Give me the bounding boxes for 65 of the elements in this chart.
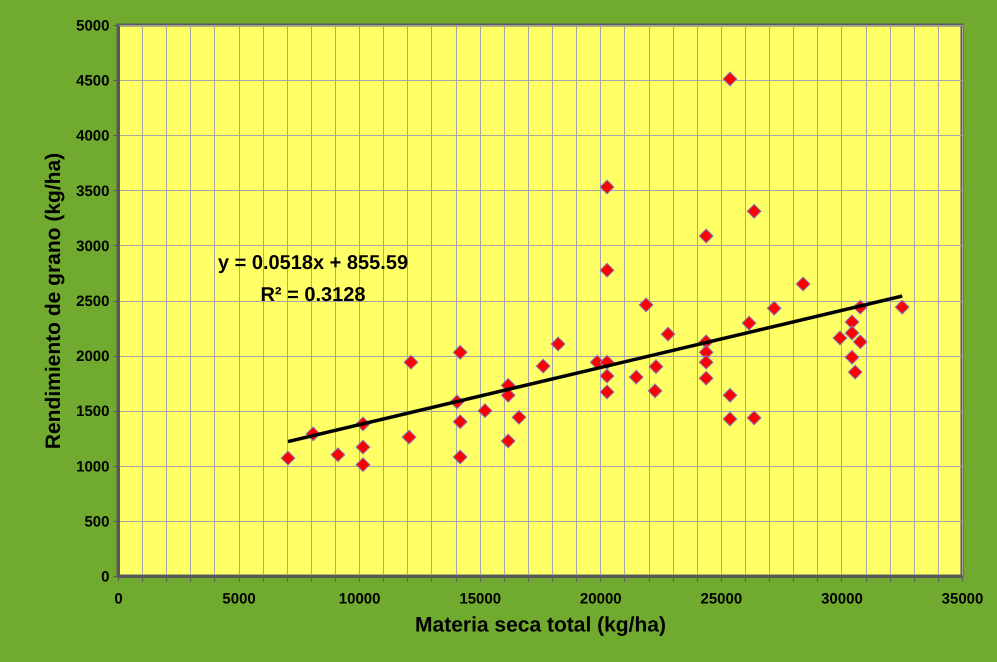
point	[452, 344, 468, 360]
point	[600, 384, 614, 400]
y-tick-label: 3000	[76, 238, 110, 255]
point	[330, 447, 346, 462]
point	[848, 364, 863, 380]
point	[452, 414, 468, 430]
point	[698, 228, 714, 244]
point	[844, 350, 860, 365]
point	[356, 440, 370, 454]
y-tick-label: 4000	[76, 128, 110, 145]
y-tick-label: 0	[101, 568, 110, 586]
point	[500, 388, 516, 403]
point	[280, 450, 296, 466]
y-tick-label: 1000	[76, 458, 110, 476]
point	[852, 334, 868, 350]
point	[628, 370, 644, 384]
point	[832, 330, 848, 346]
point	[600, 368, 614, 384]
y-tick-label: 2000	[76, 348, 110, 366]
point	[746, 204, 762, 219]
x-tick-label: 30000	[821, 590, 863, 608]
point	[796, 276, 810, 292]
point	[356, 457, 370, 472]
point	[500, 434, 516, 448]
x-tick-label: 5000	[222, 590, 256, 608]
point	[894, 300, 910, 315]
y-tick-label: 3500	[76, 182, 110, 200]
point	[844, 314, 860, 330]
point	[722, 72, 738, 86]
y-tick-label: 1500	[76, 403, 110, 420]
point	[600, 262, 614, 278]
y-tick-label: 4500	[76, 72, 110, 90]
point	[722, 412, 738, 426]
point	[550, 336, 566, 352]
y-tick-label: 5000	[76, 18, 110, 34]
point	[766, 300, 782, 316]
point	[722, 388, 738, 403]
x-axis-title: Materia seca total (kg/ha)	[415, 614, 666, 636]
point	[648, 359, 664, 374]
y-tick-label: 2500	[76, 293, 110, 310]
point	[648, 383, 662, 398]
y-axis-title: Rendimiento de grano (kg/ha)	[42, 152, 66, 450]
point	[536, 358, 551, 374]
x-tick-label: 0	[114, 590, 123, 608]
point	[478, 403, 492, 418]
x-tick-label: 15000	[459, 590, 502, 608]
point	[404, 354, 418, 370]
annotation: y = 0.0518x + 855.59	[218, 252, 408, 274]
point	[742, 316, 756, 330]
point	[698, 370, 714, 386]
x-tick-label: 10000	[338, 590, 380, 608]
point	[844, 326, 860, 340]
x-tick-label: 25000	[700, 590, 742, 608]
annotation: R² = 0.3128	[260, 284, 366, 306]
point	[512, 410, 526, 425]
y-tick-label: 500	[84, 513, 110, 530]
point	[660, 326, 676, 342]
x-tick-label: 20000	[580, 590, 622, 608]
x-tick-label: 35000	[942, 590, 984, 608]
point	[452, 450, 468, 464]
point	[746, 410, 762, 426]
point	[698, 354, 714, 370]
point	[638, 298, 654, 312]
point	[600, 180, 614, 194]
point	[402, 430, 416, 445]
